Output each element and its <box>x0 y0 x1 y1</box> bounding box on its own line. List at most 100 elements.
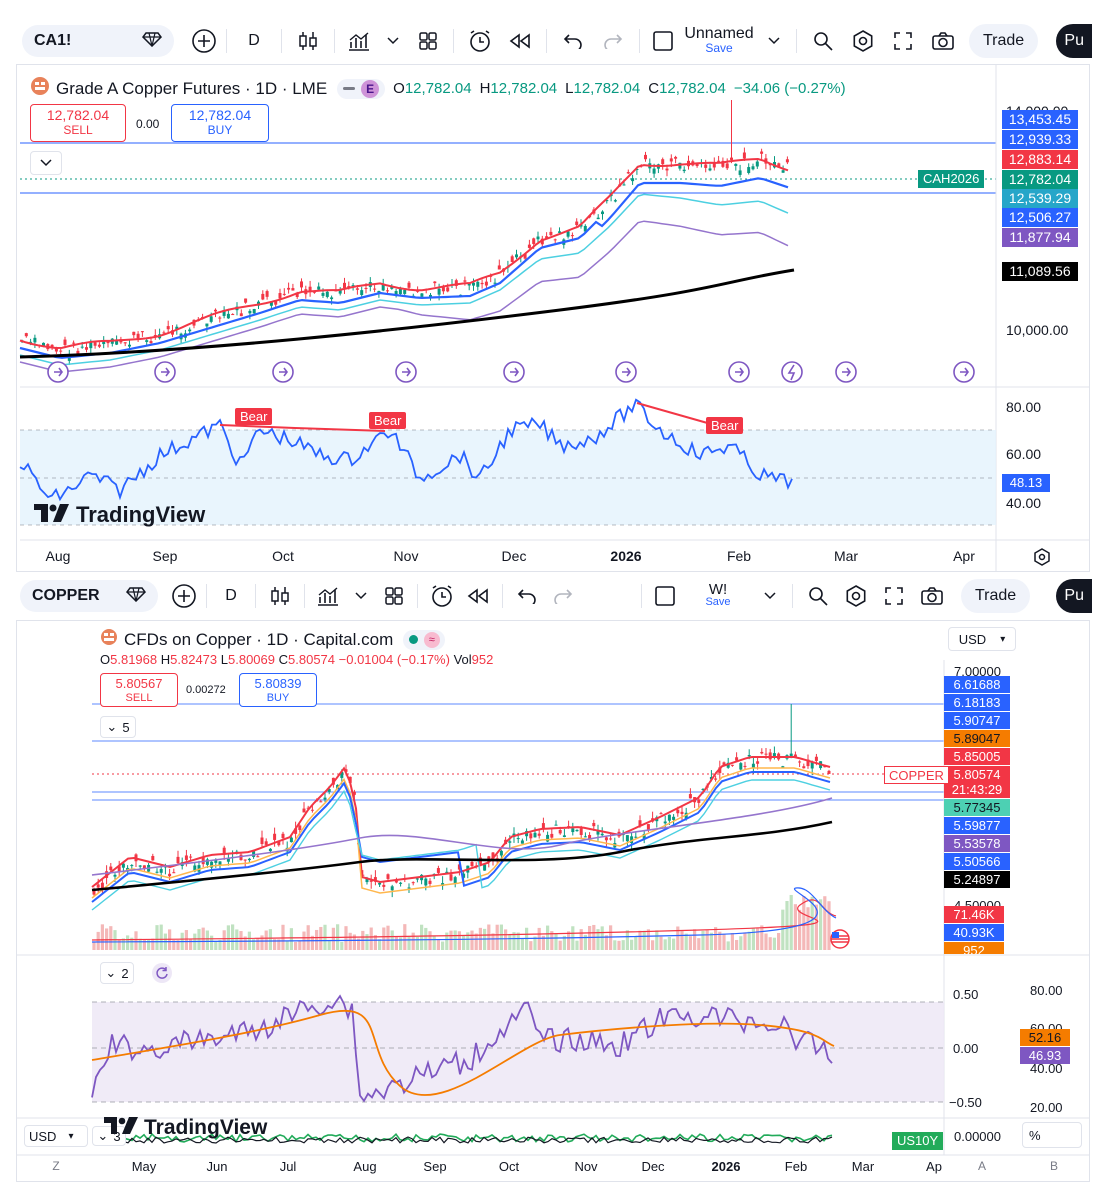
publish-button[interactable]: Pu <box>1056 579 1092 613</box>
price-label: 11,089.56 <box>1002 262 1078 281</box>
chevron-down-icon[interactable] <box>754 580 786 612</box>
redo-icon[interactable] <box>545 580 581 612</box>
rsi-axis-tick: 80.00 <box>1006 399 1042 415</box>
settings-icon[interactable] <box>843 25 883 57</box>
volume-label: Vol <box>453 652 472 667</box>
chevron-down-icon[interactable] <box>377 25 409 57</box>
replay-icon[interactable] <box>500 25 540 57</box>
percent-button[interactable]: % <box>1022 1122 1082 1148</box>
refresh-icon[interactable] <box>152 963 172 983</box>
candle-body <box>330 297 334 300</box>
volume-bar <box>621 940 625 950</box>
candle-body <box>742 152 746 159</box>
volume-bar <box>827 901 831 950</box>
sub-collapse-button[interactable]: ⌄ 3 <box>92 1126 126 1146</box>
candle-body <box>661 159 665 165</box>
diamond-icon[interactable] <box>126 586 146 607</box>
replay-icon[interactable] <box>460 580 496 612</box>
settings-icon[interactable] <box>837 580 875 612</box>
volume-bar <box>520 939 524 950</box>
instrument-title[interactable]: CFDs on Copper · 1D · Capital.com <box>124 629 394 649</box>
chevron-down-icon[interactable] <box>758 25 790 57</box>
undo-icon[interactable] <box>553 25 593 57</box>
indicators-collapse-button[interactable]: ⌄ 5 <box>100 716 136 738</box>
volume-bar <box>823 896 827 950</box>
earnings-flash-icon <box>781 361 803 383</box>
status-flags[interactable]: E <box>337 78 386 99</box>
volume-value: 952 <box>471 652 494 667</box>
sub-currency-select[interactable]: USD ▾ <box>24 1125 88 1147</box>
templates-icon[interactable] <box>377 580 411 612</box>
osc-collapse-button[interactable]: ⌄ 2 <box>100 962 134 984</box>
diamond-icon[interactable] <box>142 31 162 52</box>
candle-body <box>472 282 475 286</box>
layout-checkbox-icon[interactable] <box>648 580 682 612</box>
fullscreen-icon[interactable] <box>883 25 923 57</box>
candle-body <box>760 151 764 154</box>
alert-icon[interactable] <box>424 580 460 612</box>
symbol-search[interactable]: CA1! <box>22 25 174 57</box>
add-symbol-icon[interactable] <box>188 25 220 57</box>
candle-body <box>248 310 252 314</box>
redo-icon[interactable] <box>593 25 633 57</box>
add-symbol-icon[interactable] <box>168 580 200 612</box>
undo-icon[interactable] <box>509 580 545 612</box>
publish-button[interactable]: Pu <box>1056 24 1092 58</box>
layout-checkbox-icon[interactable] <box>646 25 680 57</box>
camera-icon[interactable] <box>913 580 951 612</box>
candle-body <box>553 239 557 241</box>
templates-icon[interactable] <box>409 25 447 57</box>
sell-button[interactable]: 12,782.04 SELL <box>30 104 126 142</box>
copper-logo-icon <box>100 628 118 651</box>
candle-body <box>781 766 785 769</box>
candle-body <box>277 840 281 846</box>
volume-bar <box>609 925 613 950</box>
fullscreen-icon[interactable] <box>875 580 913 612</box>
chevron-down-icon[interactable] <box>345 580 377 612</box>
instrument-title[interactable]: Grade A Copper Futures · 1D · LME <box>56 78 328 98</box>
collapse-legend-button[interactable] <box>30 151 62 175</box>
scale-button[interactable]: A <box>977 1159 986 1173</box>
candle-body <box>76 350 80 355</box>
candle-body <box>93 342 97 346</box>
volume-bar <box>453 930 457 950</box>
event-marker-icon <box>272 361 294 383</box>
candle-body <box>298 825 302 830</box>
volume-bar <box>798 909 802 950</box>
candle-body <box>483 864 487 871</box>
scale-button[interactable]: Z <box>52 1159 60 1173</box>
status-flags[interactable]: ≈ <box>403 629 446 650</box>
quick-search-icon[interactable] <box>799 580 837 612</box>
symbol-search[interactable]: COPPER <box>20 580 158 612</box>
price-axis-tick: 10,000.00 <box>1006 322 1069 338</box>
volume-bar <box>491 933 495 950</box>
quick-search-icon[interactable] <box>803 25 843 57</box>
interval-button[interactable]: D <box>225 587 237 604</box>
scale-button[interactable]: B <box>1049 1159 1058 1173</box>
buy-button[interactable]: 5.80839 BUY <box>239 673 317 707</box>
indicator-count: 5 <box>122 719 130 735</box>
event-arrow <box>960 367 969 377</box>
sell-button[interactable]: 5.80567 SELL <box>100 673 178 707</box>
indicators-icon[interactable] <box>311 580 345 612</box>
candles-icon[interactable] <box>288 25 328 57</box>
layout-name[interactable]: W! Save <box>682 582 754 609</box>
layout-name[interactable]: Unnamed Save <box>680 26 758 56</box>
currency-select[interactable]: USD ▾ <box>948 627 1016 651</box>
candle-body <box>252 308 256 314</box>
volume-bar <box>672 938 676 950</box>
buy-button[interactable]: 12,782.04 BUY <box>171 104 269 142</box>
candle-body <box>291 288 295 291</box>
trade-button[interactable]: Trade <box>961 579 1031 613</box>
camera-icon[interactable] <box>923 25 963 57</box>
trade-button[interactable]: Trade <box>969 24 1039 58</box>
alert-icon[interactable] <box>460 25 500 57</box>
goto-realtime-icon[interactable] <box>1032 547 1052 572</box>
candles-icon[interactable] <box>262 580 298 612</box>
interval-button[interactable]: D <box>248 32 260 49</box>
osc-right-axis-tick: 20.00 <box>1030 1100 1063 1115</box>
candle-body <box>268 848 272 852</box>
indicators-icon[interactable] <box>341 25 377 57</box>
